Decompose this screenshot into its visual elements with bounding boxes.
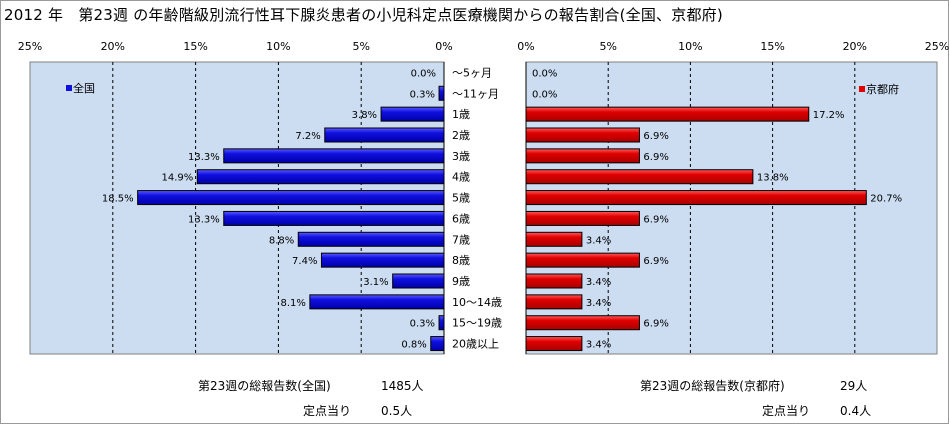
left-x-tick: 15%	[183, 40, 207, 53]
left-bar	[320, 252, 445, 268]
category-label: 7歳	[452, 233, 470, 246]
left-bar	[309, 294, 445, 310]
right-legend-label: 京都府	[866, 82, 899, 96]
category-label: ～5ヶ月	[452, 66, 492, 79]
category-label: 2歳	[452, 129, 470, 142]
right-value-label: 6.9%	[643, 152, 668, 163]
left-total-label: 第23週の総報告数(全国)	[198, 379, 331, 393]
left-bar	[137, 190, 445, 206]
right-value-label: 13.8%	[757, 173, 789, 184]
left-x-tick: 5%	[352, 40, 369, 53]
left-bar	[438, 85, 445, 101]
right-x-tick: 10%	[678, 40, 702, 53]
right-value-label: 3.4%	[586, 277, 611, 288]
left-bar	[196, 169, 445, 185]
category-label: 3歳	[452, 150, 470, 163]
left-value-label: 3.1%	[363, 277, 388, 288]
left-bar	[380, 106, 445, 122]
left-value-label: 0.0%	[411, 68, 436, 79]
right-value-label: 0.0%	[532, 68, 557, 79]
left-per-value: 0.5人	[381, 404, 413, 418]
left-value-label: 3.8%	[352, 110, 377, 121]
chart-title: 2012 年 第23週 の年齢階級別流行性耳下腺炎患者の小児科定点医療機関からの…	[4, 6, 723, 24]
left-plot-area	[29, 61, 445, 355]
right-per-label: 定点当り	[762, 404, 811, 418]
right-bar	[525, 231, 583, 247]
right-total-label: 第23週の総報告数(京都府)	[640, 379, 785, 393]
right-per-value: 0.4人	[840, 404, 872, 418]
right-value-label: 6.9%	[643, 256, 668, 267]
left-value-label: 0.8%	[401, 340, 426, 351]
left-x-tick: 0%	[435, 40, 452, 53]
left-value-label: 18.5%	[102, 194, 134, 205]
left-value-label: 14.9%	[161, 173, 193, 184]
category-label: 9歳	[452, 275, 470, 288]
left-legend-label: 全国	[73, 81, 95, 95]
category-label: 1歳	[452, 108, 470, 121]
left-value-label: 0.3%	[410, 319, 435, 330]
left-bar	[223, 148, 445, 164]
right-x-tick: 15%	[760, 40, 784, 53]
left-value-label: 13.3%	[188, 152, 220, 163]
right-x-tick: 25%	[925, 40, 949, 53]
right-total-value: 29人	[840, 379, 868, 393]
right-x-tick: 5%	[599, 40, 616, 53]
right-legend-swatch	[859, 86, 865, 92]
left-x-tick: 20%	[101, 40, 125, 53]
category-label: 10～14歳	[452, 296, 502, 309]
left-value-label: 8.8%	[269, 235, 294, 246]
left-bar	[392, 273, 445, 289]
left-bar	[223, 210, 445, 226]
left-bar	[297, 231, 445, 247]
right-bar	[525, 127, 640, 143]
right-bar	[525, 252, 640, 268]
right-value-label: 6.9%	[643, 319, 668, 330]
left-value-label: 13.3%	[188, 214, 220, 225]
right-bar	[525, 315, 640, 331]
category-label: ～11ヶ月	[452, 87, 499, 100]
right-bar	[525, 210, 640, 226]
right-bar	[525, 190, 867, 206]
category-label: 8歳	[452, 254, 470, 267]
right-plot-area	[525, 61, 938, 355]
right-value-label: 3.4%	[586, 235, 611, 246]
left-per-label: 定点当り	[303, 404, 352, 418]
category-label: 20歳以上	[452, 338, 499, 351]
left-value-label: 7.4%	[292, 256, 317, 267]
left-bar	[430, 336, 445, 352]
left-value-label: 8.1%	[280, 298, 305, 309]
right-value-label: 3.4%	[586, 298, 611, 309]
category-label: 5歳	[452, 192, 470, 205]
left-value-label: 7.2%	[295, 131, 320, 142]
right-value-label: 3.4%	[586, 340, 611, 351]
right-bar	[525, 336, 583, 352]
right-bar	[525, 294, 583, 310]
category-label: 6歳	[452, 212, 470, 225]
category-label: 4歳	[452, 171, 470, 184]
left-legend-swatch	[66, 85, 72, 91]
left-bar	[324, 127, 445, 143]
left-x-tick: 25%	[18, 40, 42, 53]
right-value-label: 20.7%	[870, 194, 902, 205]
left-x-tick: 10%	[266, 40, 290, 53]
left-value-label: 0.3%	[410, 89, 435, 100]
left-total-value: 1485人	[381, 379, 424, 393]
right-value-label: 0.0%	[532, 89, 557, 100]
category-label: 15～19歳	[452, 317, 502, 330]
right-x-tick: 0%	[517, 40, 534, 53]
right-value-label: 17.2%	[813, 110, 845, 121]
left-bar	[438, 315, 445, 331]
right-bar	[525, 148, 640, 164]
right-bar	[525, 169, 754, 185]
right-x-tick: 20%	[843, 40, 867, 53]
right-value-label: 6.9%	[643, 214, 668, 225]
right-value-label: 6.9%	[643, 131, 668, 142]
right-bar	[525, 106, 810, 122]
right-bar	[525, 273, 583, 289]
